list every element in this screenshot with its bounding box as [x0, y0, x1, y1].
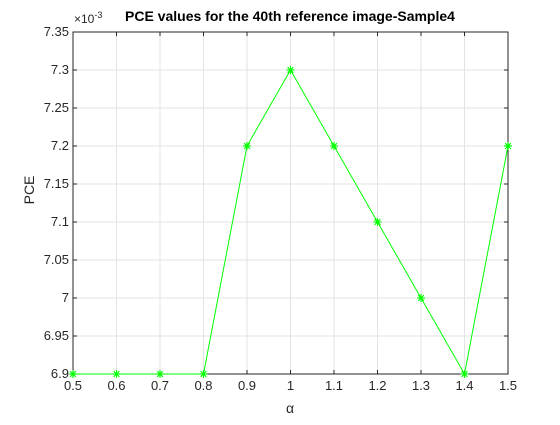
data-point-marker [112, 370, 121, 378]
data-point-marker [373, 218, 382, 226]
data-series [69, 66, 512, 378]
y-tick-label: 7.25 [44, 100, 69, 115]
data-point-marker [286, 66, 295, 74]
x-tick-label: 1.3 [412, 378, 430, 393]
series-layer [69, 66, 512, 378]
y-exponent-power: -3 [94, 10, 102, 20]
x-tick-label: 1.1 [325, 378, 343, 393]
y-axis-exponent: ×10-3 [74, 10, 102, 26]
y-tick-label: 7 [62, 290, 69, 305]
y-tick-label: 7.05 [44, 252, 69, 267]
x-tick-label: 0.7 [151, 378, 169, 393]
y-tick-label: 7.1 [51, 214, 69, 229]
x-tick-label: 1.5 [499, 378, 517, 393]
x-tick-label: 0.5 [64, 378, 82, 393]
data-point-marker [417, 294, 425, 302]
y-tick-labels: 6.9 6.95 7 7.05 7.1 7.15 7.2 7.25 7.3 7.35 [44, 24, 69, 381]
x-tick-label: 1.2 [368, 378, 386, 393]
x-tick-label: 0.8 [194, 378, 212, 393]
y-tick-label: 7.3 [51, 62, 69, 77]
data-point-marker [504, 142, 512, 150]
x-tick-label: 0.9 [238, 378, 256, 393]
data-point-marker [460, 370, 469, 378]
data-point-marker [243, 142, 251, 150]
x-tick-label: 0.6 [107, 378, 125, 393]
data-point-marker [69, 370, 77, 378]
x-tick-label: 1.4 [455, 378, 473, 393]
x-axis-label: α [286, 400, 294, 416]
y-tick-label: 6.95 [44, 328, 69, 343]
x-tick-labels: 0.5 0.6 0.7 0.8 0.9 1 1.1 1.2 1.3 1.4 1.5 [64, 378, 517, 393]
y-tick-label: 7.2 [51, 138, 69, 153]
data-point-marker [199, 370, 208, 378]
data-point-marker [156, 370, 164, 378]
x-tick-label: 1 [287, 378, 294, 393]
y-axis-label: PCE [21, 176, 37, 205]
y-tick-label: 6.9 [51, 366, 69, 381]
chart-title: PCE values for the 40th reference image-… [125, 8, 455, 24]
y-tick-label: 7.35 [44, 24, 69, 39]
data-point-marker [330, 142, 338, 150]
y-tick-label: 7.15 [44, 176, 69, 191]
y-exponent-base: ×10 [74, 12, 95, 26]
